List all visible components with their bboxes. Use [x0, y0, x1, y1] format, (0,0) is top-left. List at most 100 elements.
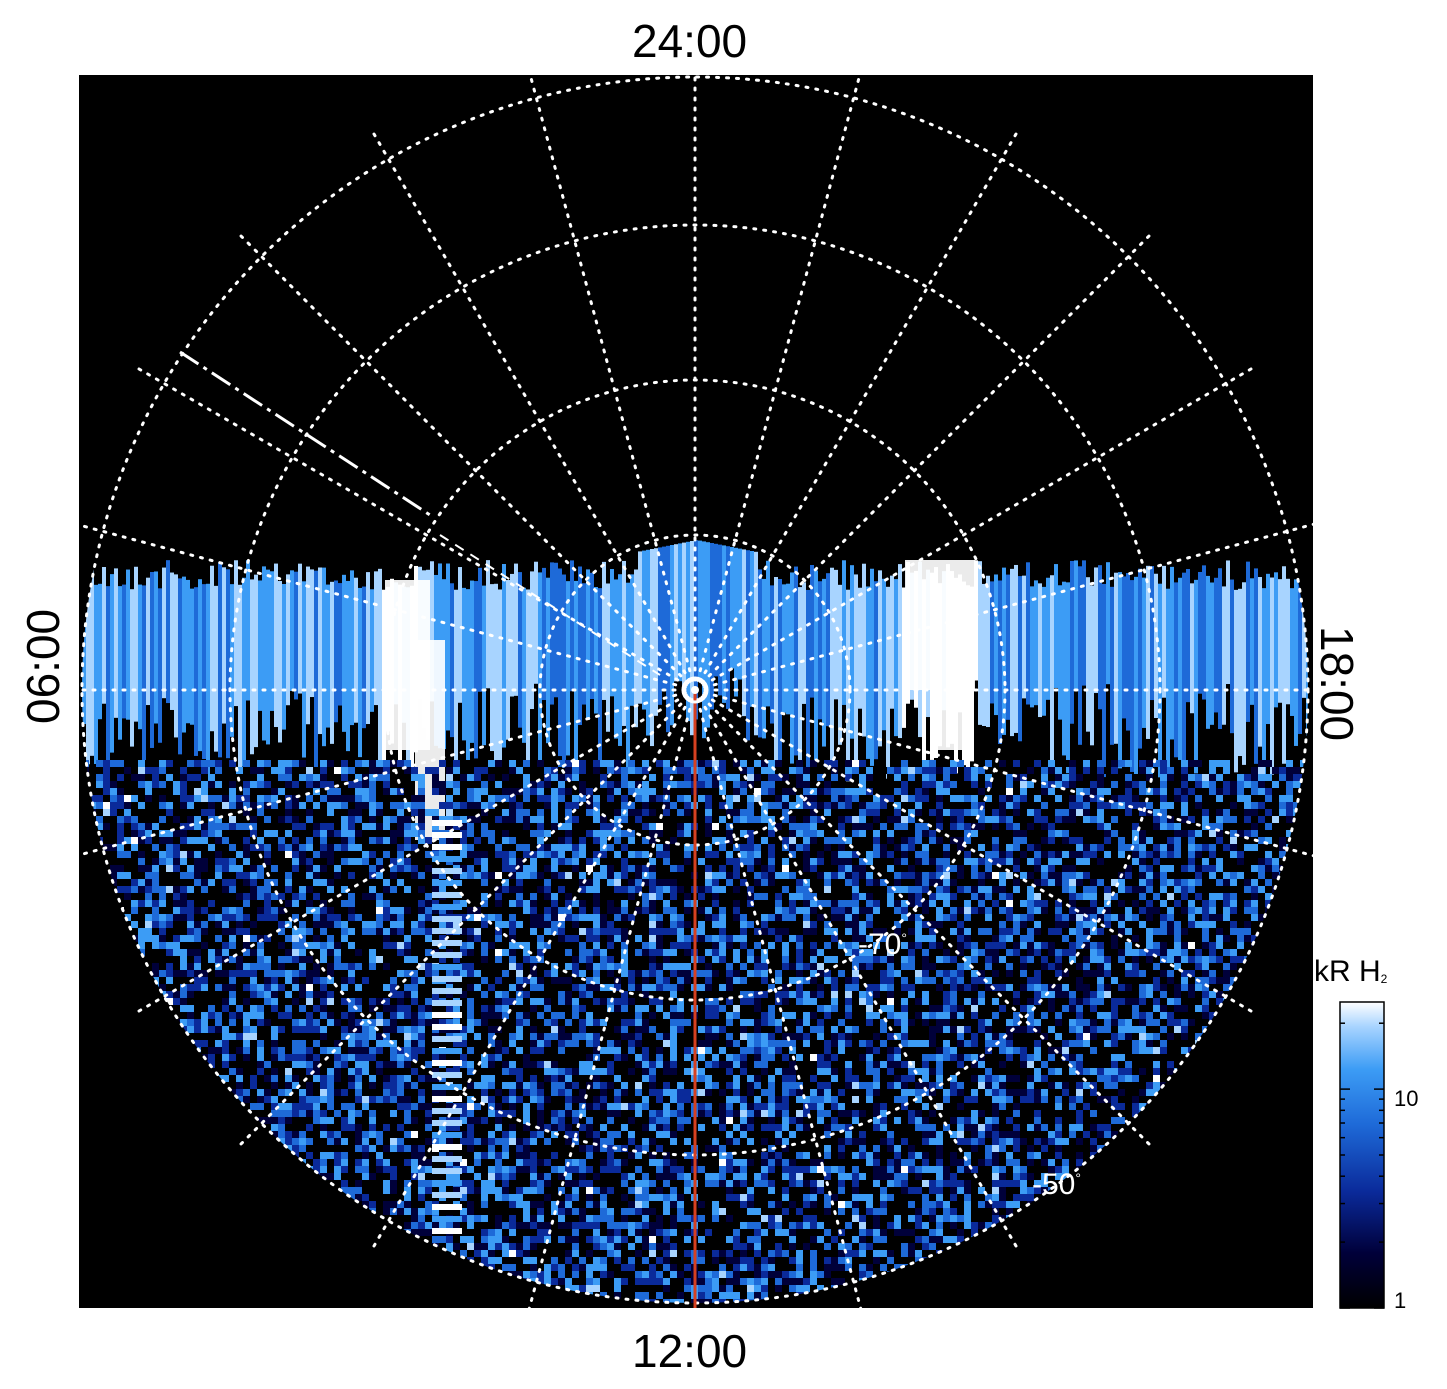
- emission-pixel: [341, 928, 348, 935]
- emission-pixel: [1041, 956, 1048, 963]
- emission-pixel: [908, 963, 915, 970]
- emission-pixel: [1139, 851, 1146, 858]
- emission-pixel: [306, 872, 313, 879]
- emission-streak: [814, 570, 818, 763]
- emission-pixel: [1034, 977, 1041, 984]
- emission-pixel: [215, 795, 222, 802]
- emission-pixel: [173, 816, 180, 823]
- emission-pixel: [1006, 1019, 1013, 1026]
- emission-pixel: [915, 823, 922, 830]
- emission-pixel: [348, 844, 355, 851]
- emission-pixel: [1083, 921, 1090, 928]
- emission-pixel: [747, 1019, 754, 1026]
- emission-pixel: [516, 935, 523, 942]
- emission-streak: [1186, 569, 1190, 703]
- emission-streak: [1294, 579, 1298, 746]
- emission-pixel: [740, 767, 747, 774]
- emission-pixel: [656, 844, 663, 851]
- emission-pixel: [292, 858, 299, 865]
- emission-pixel: [754, 788, 761, 795]
- emission-pixel: [663, 851, 670, 858]
- emission-pixel: [957, 893, 964, 900]
- emission-pixel: [376, 907, 383, 914]
- emission-pixel: [1041, 1033, 1048, 1040]
- emission-pixel: [264, 886, 271, 893]
- emission-streak: [290, 570, 294, 691]
- emission-pixel: [761, 802, 768, 809]
- emission-pixel: [1083, 893, 1090, 900]
- emission-pixel: [502, 1012, 509, 1019]
- emission-pixel: [145, 886, 152, 893]
- emission-pixel: [320, 991, 327, 998]
- emission-pixel: [621, 935, 628, 942]
- emission-pixel: [999, 816, 1006, 823]
- emission-pixel: [138, 851, 145, 858]
- emission-pixel: [1027, 795, 1034, 802]
- emission-pixel: [152, 865, 159, 872]
- emission-pixel: [194, 858, 201, 865]
- emission-pixel: [1216, 872, 1223, 879]
- emission-pixel: [467, 984, 474, 991]
- emission-pixel: [600, 851, 607, 858]
- emission-pixel: [187, 935, 194, 942]
- emission-pixel: [950, 977, 957, 984]
- emission-streak: [978, 561, 982, 725]
- emission-streak: [1162, 565, 1166, 698]
- emission-pixel: [1223, 949, 1230, 956]
- emission-pixel: [1139, 872, 1146, 879]
- emission-pixel: [761, 1033, 768, 1040]
- emission-pixel: [614, 809, 621, 816]
- emission-pixel: [117, 893, 124, 900]
- emission-pixel: [131, 907, 138, 914]
- emission-pixel: [726, 963, 733, 970]
- emission-streak: [522, 587, 526, 743]
- emission-pixel: [362, 788, 369, 795]
- emission-pixel: [1181, 774, 1188, 781]
- emission-pixel: [943, 914, 950, 921]
- emission-pixel: [516, 865, 523, 872]
- emission-pixel: [754, 865, 761, 872]
- emission-pixel: [572, 1012, 579, 1019]
- emission-pixel: [1139, 893, 1146, 900]
- emission-pixel: [789, 977, 796, 984]
- emission-pixel: [348, 963, 355, 970]
- emission-pixel: [950, 1026, 957, 1033]
- emission-pixel: [446, 781, 453, 788]
- emission-pixel: [663, 956, 670, 963]
- emission-pixel: [915, 998, 922, 1005]
- emission-pixel: [201, 907, 208, 914]
- emission-pixel: [243, 928, 250, 935]
- emission-pixel: [1069, 844, 1076, 851]
- emission-streak: [1082, 560, 1086, 686]
- emission-pixel: [390, 1019, 397, 1026]
- emission-pixel: [229, 823, 236, 830]
- emission-pixel: [831, 816, 838, 823]
- emission-pixel: [621, 767, 628, 774]
- emission-pixel: [1125, 928, 1132, 935]
- emission-pixel: [341, 823, 348, 830]
- emission-pixel: [544, 914, 551, 921]
- emission-pixel: [509, 760, 516, 767]
- emission-streak: [598, 588, 602, 773]
- emission-pixel: [565, 907, 572, 914]
- emission-pixel: [530, 781, 537, 788]
- emission-pixel: [1076, 928, 1083, 935]
- emission-pixel: [1216, 830, 1223, 837]
- emission-pixel: [285, 774, 292, 781]
- emission-pixel: [985, 977, 992, 984]
- emission-pixel: [1020, 998, 1027, 1005]
- emission-pixel: [950, 942, 957, 949]
- emission-pixel: [502, 809, 509, 816]
- emission-pixel: [817, 1012, 824, 1019]
- emission-pixel: [222, 1005, 229, 1012]
- emission-pixel: [145, 837, 152, 844]
- emission-pixel: [187, 984, 194, 991]
- emission-pixel: [145, 760, 152, 767]
- emission-pixel: [593, 760, 600, 767]
- emission-pixel: [950, 816, 957, 823]
- emission-pixel: [1048, 767, 1055, 774]
- emission-streak: [1038, 583, 1042, 718]
- emission-pixel: [614, 851, 621, 858]
- emission-pixel: [1027, 914, 1034, 921]
- emission-pixel: [775, 970, 782, 977]
